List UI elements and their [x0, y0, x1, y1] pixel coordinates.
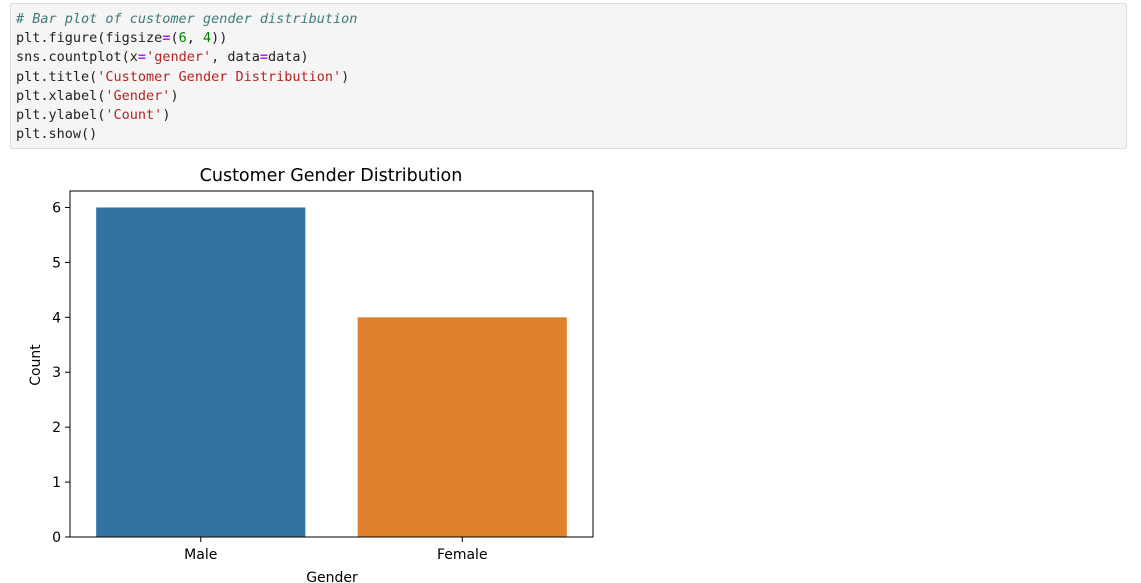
code-token: data) — [268, 49, 309, 66]
code-token: , data — [211, 49, 260, 66]
code-line: plt.figure(figsize=(6, 4)) — [16, 29, 357, 48]
code-token: = — [137, 49, 147, 66]
code-line: plt.xlabel('Gender') — [16, 87, 357, 106]
code-editor[interactable]: # Bar plot of customer gender distributi… — [16, 10, 357, 144]
code-token: , — [186, 30, 203, 47]
y-tick-label: 1 — [52, 475, 61, 491]
code-token: 'Gender' — [105, 87, 171, 104]
y-axis-label: Count — [28, 344, 44, 386]
code-token: 6 — [178, 30, 187, 47]
code-token: plt.ylabel( — [16, 106, 106, 123]
code-token: 'gender' — [146, 49, 212, 66]
x-tick-label: Female — [437, 547, 488, 563]
x-axis-label: Gender — [306, 570, 358, 583]
code-token: plt.figure(figsize — [16, 30, 163, 47]
code-token: ( — [170, 30, 179, 47]
code-token: plt.show() — [16, 126, 98, 143]
code-line: # Bar plot of customer gender distributi… — [16, 10, 357, 29]
plot-frame — [69, 190, 594, 538]
y-tick-label: 6 — [52, 200, 61, 216]
code-token: )) — [211, 30, 228, 47]
code-token: ) — [341, 68, 350, 85]
output-area: Customer Gender Distribution Gender Coun… — [0, 156, 620, 583]
chart-title: Customer Gender Distribution — [200, 166, 463, 186]
bar-female — [357, 317, 567, 537]
y-tick-label: 2 — [52, 420, 61, 436]
code-token: sns.countplot(x — [16, 49, 138, 66]
y-tick-label: 0 — [52, 530, 61, 546]
bar-chart: Customer Gender Distribution Gender Coun… — [28, 166, 594, 583]
code-token: plt.title( — [16, 68, 98, 85]
code-line: plt.ylabel('Count') — [16, 106, 357, 125]
code-token: ) — [170, 87, 179, 104]
code-line: plt.title('Customer Gender Distribution'… — [16, 68, 357, 87]
code-token: ) — [162, 106, 171, 123]
code-line: plt.show() — [16, 125, 357, 144]
code-token: = — [259, 49, 269, 66]
y-tick-label: 4 — [52, 310, 61, 326]
bar-male — [96, 207, 306, 537]
code-line: sns.countplot(x='gender', data=data) — [16, 48, 357, 67]
code-token: 'Count' — [105, 106, 163, 123]
code-token: 'Customer Gender Distribution' — [97, 68, 342, 85]
y-tick-label: 3 — [52, 365, 61, 381]
code-token: # Bar plot of customer gender distributi… — [16, 11, 358, 27]
code-token: = — [162, 30, 171, 47]
x-tick-label: Male — [184, 547, 217, 563]
code-cell[interactable]: # Bar plot of customer gender distributi… — [10, 3, 1127, 149]
code-token: plt.xlabel( — [16, 87, 106, 104]
code-token: 4 — [203, 30, 212, 47]
y-tick-label: 5 — [52, 255, 61, 271]
